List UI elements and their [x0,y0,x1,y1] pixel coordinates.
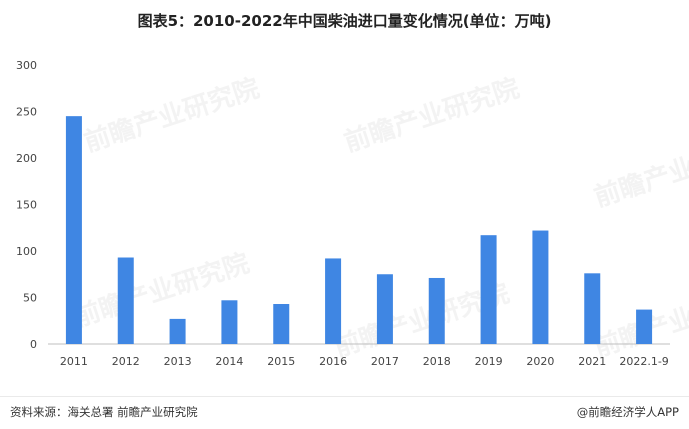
bar-2018 [428,277,445,344]
bar-2019 [480,235,497,344]
x-tick-label: 2014 [215,355,243,368]
x-tick-label: 2012 [112,355,140,368]
x-tick-label: 2017 [371,355,399,368]
y-tick-label: 300 [16,59,37,72]
bar-2012 [117,257,134,344]
x-axis-ticks: 2011 2012 2013 2014 2015 2016 2017 2018 2019 2020… [60,355,669,368]
y-tick-label: 0 [30,338,37,351]
bars-group [65,116,653,345]
y-tick-label: 150 [16,199,37,212]
y-tick-label: 100 [16,245,37,258]
bar-2013 [169,318,186,344]
bar-2015 [273,304,290,344]
y-axis-ticks: 0 50 100 150 200 250 300 [16,59,37,351]
bar-2016 [325,258,342,344]
bar-2022.1-9 [636,309,653,344]
x-tick-label: 2016 [319,355,347,368]
x-tick-label: 2015 [267,355,295,368]
bar-2021 [584,273,601,344]
bar-2014 [221,300,238,344]
y-tick-label: 250 [16,106,37,119]
bar-2020 [532,230,549,344]
x-tick-label: 2021 [578,355,606,368]
x-tick-label: 2011 [60,355,88,368]
bar-2017 [376,274,393,344]
x-tick-label: 2018 [423,355,451,368]
footer-divider [0,396,689,397]
x-tick-label: 2022.1-9 [619,355,668,368]
x-tick-label: 2019 [475,355,503,368]
x-tick-label: 2013 [164,355,192,368]
bar-2011 [65,116,82,345]
source-note: 资料来源：海关总署 前瞻产业研究院 [10,405,198,419]
chart-title: 图表5：2010-2022年中国柴油进口量变化情况(单位：万吨) [137,12,552,30]
y-tick-label: 50 [23,292,37,305]
x-tick-label: 2020 [526,355,554,368]
y-tick-label: 200 [16,152,37,165]
brand-credit: @前瞻经济学人APP [576,405,679,419]
